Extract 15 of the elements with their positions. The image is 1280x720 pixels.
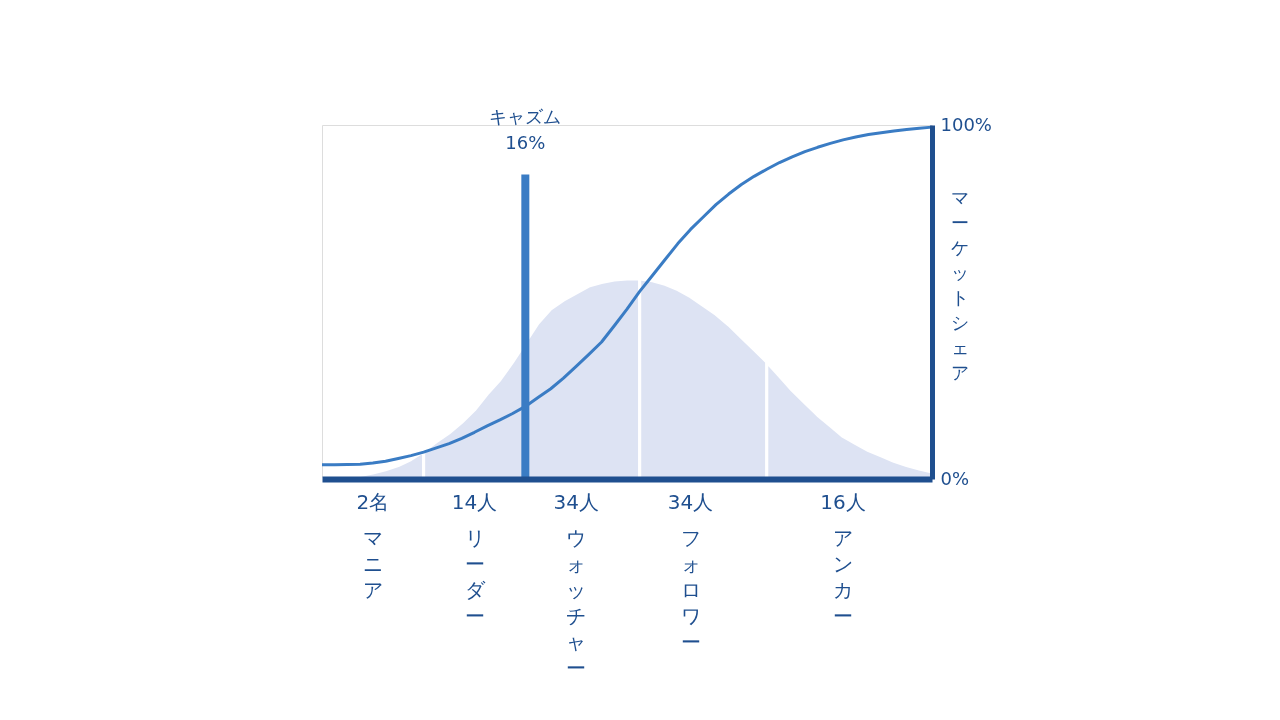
x-tick-label: アンカー <box>833 526 854 628</box>
x-tick-label: マニア <box>362 526 383 602</box>
y-tick-label: 0% <box>940 467 970 489</box>
annotation: キャズム <box>489 105 562 127</box>
x-tick-label: フォロワー <box>680 526 701 654</box>
annotation: 16% <box>505 131 546 153</box>
text: 34人 <box>667 490 714 514</box>
text: 14人 <box>451 490 498 514</box>
text: 34人 <box>553 490 599 514</box>
x-tick-label: リーダー <box>464 526 486 628</box>
text: 16人 <box>820 490 866 514</box>
y-axis-title: マーケットシェア <box>951 187 969 383</box>
x-tick-label: ウォッチャー <box>566 526 587 680</box>
text: 2名 <box>356 490 390 514</box>
y-tick-label: 100% <box>940 113 992 135</box>
